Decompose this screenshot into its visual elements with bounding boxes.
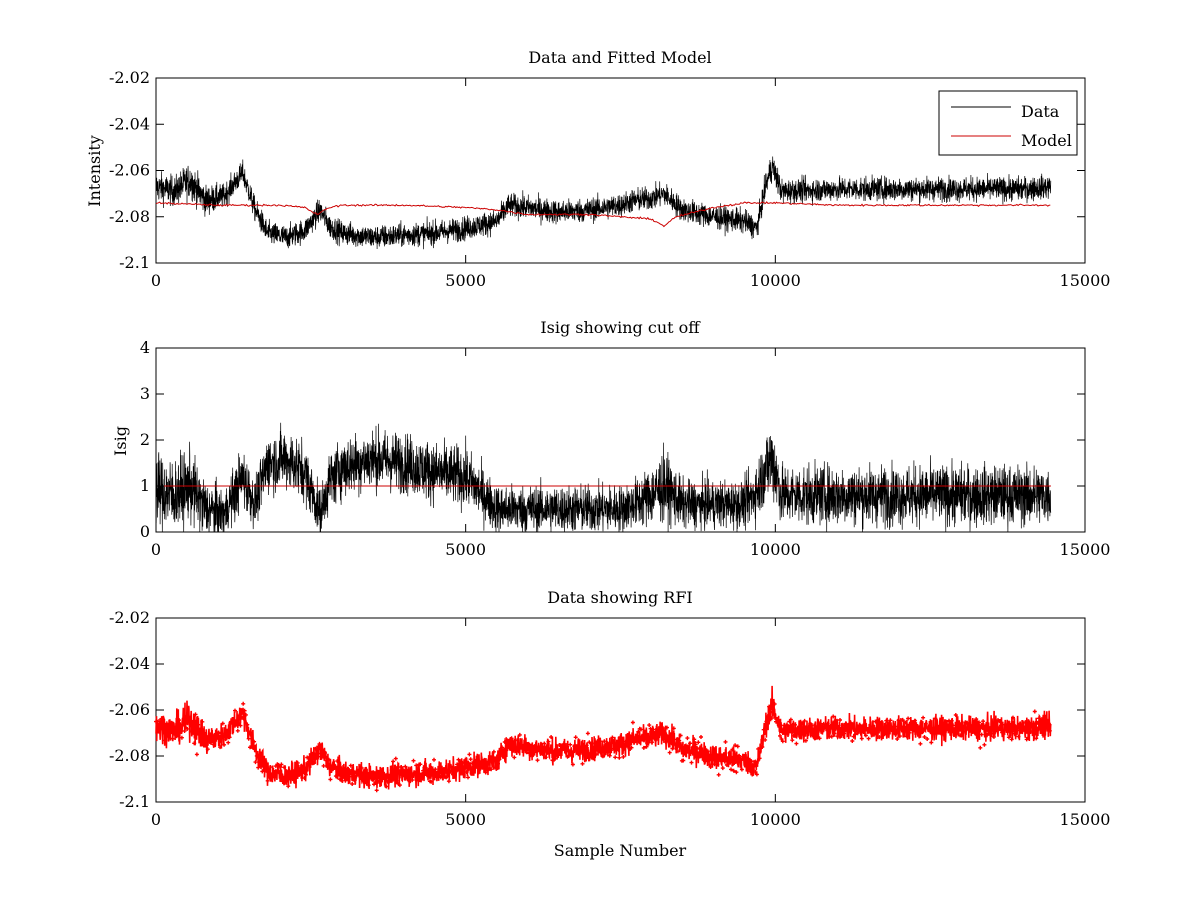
panel-3-title: Data showing RFI [547, 588, 692, 607]
panel-1-data-series [155, 156, 1052, 250]
x-tick-label: 0 [151, 810, 161, 829]
y-tick-label: -2.08 [109, 746, 150, 765]
panel-1: Data and Fitted Model Intensity 0 5000 100… [85, 48, 1110, 290]
legend-data-label: Data [1021, 102, 1060, 121]
panel-2: Isig showing cut off Isig 0 5000 10000 1500… [111, 318, 1110, 559]
y-tick-label: -2.02 [109, 68, 150, 87]
isig-series-line [155, 422, 1052, 533]
y-tick-label: -2.08 [109, 207, 150, 226]
panel-1-ylabel: Intensity [85, 135, 104, 207]
x-tick-label: 5000 [445, 810, 486, 829]
panel-1-legend: Data Model [938, 90, 1078, 156]
y-tick-label: 2 [140, 430, 150, 449]
x-tick-label: 15000 [1060, 271, 1111, 290]
x-tick-label: 15000 [1060, 540, 1111, 559]
y-tick-label: -2.06 [109, 700, 150, 719]
x-tick-label: 10000 [750, 540, 801, 559]
panel-2-plot: 0 5000 10000 15000 0 1 2 3 4 [140, 338, 1111, 559]
y-tick-label: 0 [140, 522, 150, 541]
x-tick-label: 15000 [1060, 810, 1111, 829]
x-tick-label: 0 [151, 271, 161, 290]
y-tick-label: 1 [140, 476, 150, 495]
panel-3-rfi-series [154, 685, 1052, 793]
panel-1-ticks: 0 5000 10000 15000 -2.1 -2.08 -2.06 -2.04 -2.02 [109, 68, 1110, 290]
panel-1-plot: 0 5000 10000 15000-2.1-2.08-2.06-2.04-2.02 … [109, 68, 1110, 290]
y-tick-label: -2.1 [119, 253, 150, 272]
panel-1-frame [155, 77, 1086, 264]
panel-3-frame [155, 617, 1086, 803]
panel-3-xlabel: Sample Number [554, 841, 687, 860]
x-tick-label: 0 [151, 540, 161, 559]
y-tick-label: 3 [140, 384, 150, 403]
legend-model-label: Model [1021, 131, 1072, 150]
y-tick-label: -2.04 [109, 654, 150, 673]
panel-2-ylabel: Isig [111, 426, 130, 456]
panel-3: Data showing RFI 0 5000 10000 15000 -2.1 -2.0… [109, 588, 1110, 860]
x-tick-label: 10000 [750, 810, 801, 829]
x-tick-label: 5000 [445, 271, 486, 290]
panel-3-ticks: 0 5000 10000 15000 -2.1 -2.08 -2.06 -2.04 -2.02 [109, 608, 1110, 829]
y-tick-label: -2.06 [109, 161, 150, 180]
y-tick-label: -2.1 [119, 792, 150, 811]
panel-3-plot: 0 5000 10000 15000 -2.1 -2.08 -2.06 -2.04 -2.02 [109, 608, 1110, 829]
model-series-line [155, 201, 1051, 228]
x-tick-label: 5000 [445, 540, 486, 559]
x-tick-label: 10000 [750, 271, 801, 290]
panel-2-isig-series [155, 422, 1052, 533]
panel-1-model-series [155, 201, 1051, 228]
rfi-point-markers [154, 701, 1052, 793]
panel-2-ticks: 0 5000 10000 15000 0 1 2 3 4 [140, 338, 1111, 559]
legend-box [938, 90, 1078, 156]
y-tick-label: -2.04 [109, 114, 150, 133]
panel-1-title: Data and Fitted Model [528, 48, 711, 67]
y-tick-label: -2.02 [109, 608, 150, 627]
panel-2-title: Isig showing cut off [540, 318, 701, 337]
data-series-line [155, 156, 1052, 250]
y-tick-label: 4 [140, 338, 150, 357]
